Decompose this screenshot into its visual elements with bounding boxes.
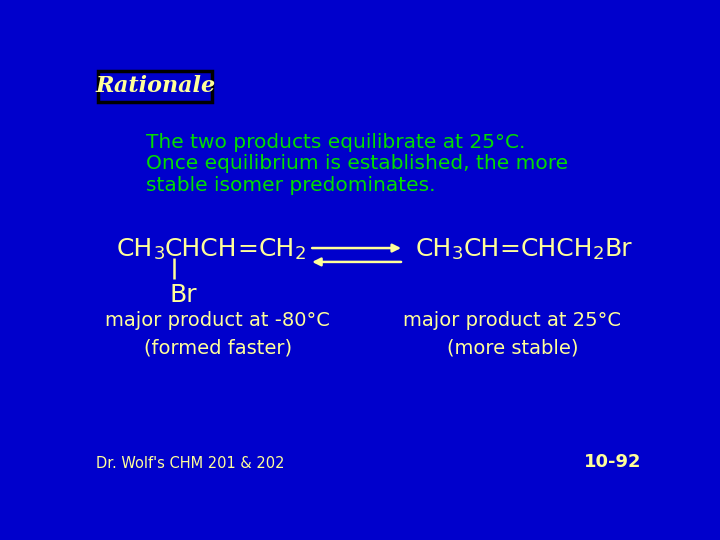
Text: CHCH: CHCH	[165, 237, 238, 261]
Text: CH: CH	[415, 237, 451, 261]
Text: (formed faster): (formed faster)	[144, 338, 292, 357]
Text: CHCH: CHCH	[521, 237, 593, 261]
Text: 2: 2	[593, 245, 604, 263]
Text: =: =	[238, 237, 258, 261]
Text: The two products equilibrate at 25°C.: The two products equilibrate at 25°C.	[145, 132, 525, 152]
Text: (more stable): (more stable)	[446, 338, 578, 357]
Text: CH: CH	[117, 237, 153, 261]
Text: major product at 25°C: major product at 25°C	[403, 311, 621, 330]
Text: 3: 3	[153, 245, 165, 263]
Text: Once equilibrium is established, the more: Once equilibrium is established, the mor…	[145, 154, 568, 173]
Text: Br: Br	[604, 237, 632, 261]
Text: Rationale: Rationale	[95, 76, 215, 97]
Text: major product at -80°C: major product at -80°C	[105, 311, 330, 330]
Text: CH: CH	[258, 237, 294, 261]
Text: CH: CH	[463, 237, 500, 261]
Text: Dr. Wolf's CHM 201 & 202: Dr. Wolf's CHM 201 & 202	[96, 456, 284, 471]
Text: Br: Br	[170, 283, 197, 307]
Text: 3: 3	[451, 245, 463, 263]
Text: 2: 2	[294, 245, 306, 263]
Text: stable isomer predominates.: stable isomer predominates.	[145, 176, 436, 195]
Text: 10-92: 10-92	[585, 454, 642, 471]
FancyBboxPatch shape	[98, 71, 212, 102]
Text: =: =	[500, 237, 521, 261]
